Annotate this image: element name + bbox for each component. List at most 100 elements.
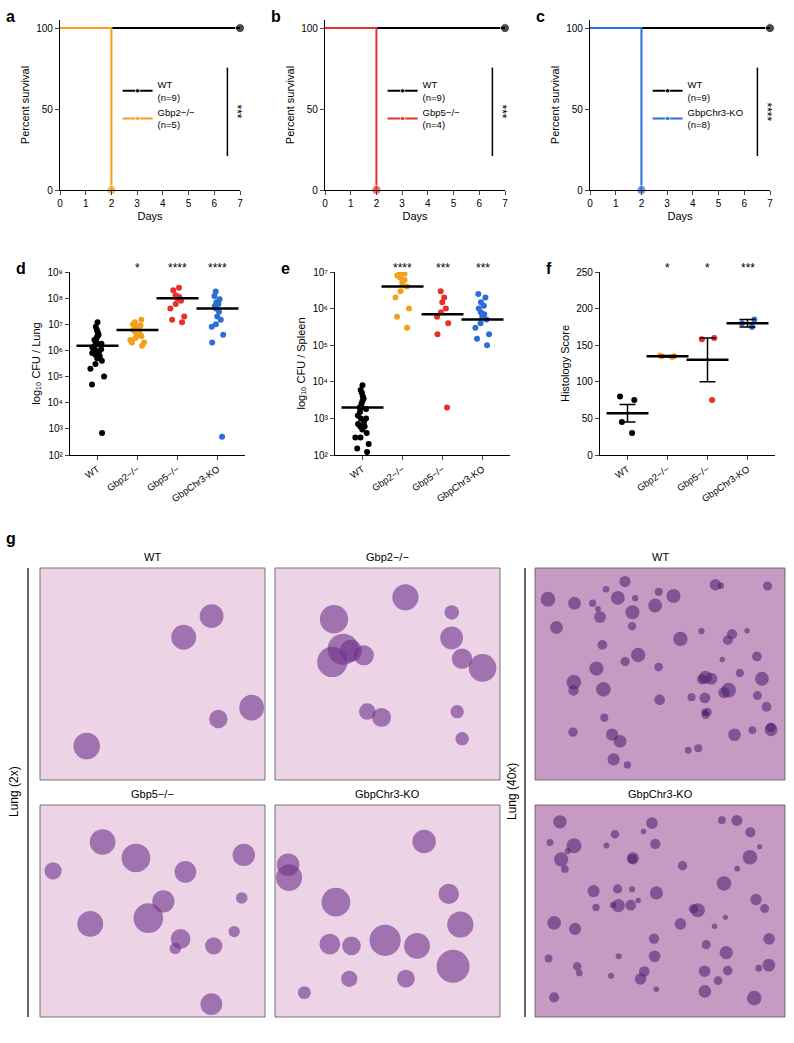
svg-text:5: 5 bbox=[716, 198, 722, 209]
svg-text:5: 5 bbox=[451, 198, 457, 209]
svg-text:200: 200 bbox=[576, 303, 593, 314]
svg-text:WT: WT bbox=[83, 463, 102, 481]
svg-text:GbpChr3-KO: GbpChr3-KO bbox=[700, 463, 752, 504]
svg-text:WT: WT bbox=[613, 463, 632, 481]
svg-text:****: **** bbox=[393, 261, 412, 275]
svg-text:GbpChr3-KO: GbpChr3-KO bbox=[170, 463, 222, 504]
svg-text:3: 3 bbox=[399, 198, 405, 209]
svg-text:f: f bbox=[546, 260, 552, 277]
svg-text:Gbp2−/−: Gbp2−/− bbox=[370, 463, 407, 493]
svg-text:Gbp5−/−: Gbp5−/− bbox=[145, 463, 182, 493]
svg-text:***: *** bbox=[476, 261, 490, 275]
svg-text:0: 0 bbox=[577, 185, 583, 196]
svg-text:log₁₀ CFU / Spleen: log₁₀ CFU / Spleen bbox=[295, 317, 307, 409]
svg-text:GbpChr3-KO: GbpChr3-KO bbox=[435, 463, 487, 504]
svg-text:2: 2 bbox=[374, 198, 380, 209]
svg-text:4: 4 bbox=[425, 198, 431, 209]
svg-text:****: **** bbox=[760, 103, 774, 122]
svg-text:WT(n=9): WT(n=9) bbox=[688, 79, 710, 102]
svg-text:WT: WT bbox=[348, 463, 367, 481]
svg-text:1: 1 bbox=[348, 198, 354, 209]
svg-text:10⁹: 10⁹ bbox=[47, 267, 62, 278]
svg-text:0: 0 bbox=[587, 198, 593, 209]
svg-text:10⁸: 10⁸ bbox=[48, 293, 63, 304]
svg-text:***: *** bbox=[230, 105, 244, 119]
svg-text:10³: 10³ bbox=[48, 423, 63, 434]
svg-text:0: 0 bbox=[47, 185, 53, 196]
svg-text:10⁷: 10⁷ bbox=[48, 319, 63, 330]
svg-text:WT(n=9): WT(n=9) bbox=[158, 79, 180, 102]
svg-text:WT: WT bbox=[652, 551, 669, 563]
svg-text:Gbp2−/−: Gbp2−/− bbox=[366, 551, 409, 563]
svg-text:***: *** bbox=[436, 261, 450, 275]
svg-text:10⁷: 10⁷ bbox=[313, 267, 328, 278]
svg-text:g: g bbox=[6, 530, 16, 547]
svg-text:Gbp2−/−: Gbp2−/− bbox=[105, 463, 142, 493]
svg-text:10⁶: 10⁶ bbox=[313, 303, 328, 314]
svg-text:****: **** bbox=[168, 261, 187, 275]
svg-text:10⁵: 10⁵ bbox=[313, 340, 328, 351]
svg-text:50: 50 bbox=[42, 104, 54, 115]
svg-text:GbpChr3-KO: GbpChr3-KO bbox=[628, 788, 693, 800]
svg-text:Lung (40x): Lung (40x) bbox=[505, 763, 519, 820]
svg-text:100: 100 bbox=[36, 23, 53, 34]
svg-text:c: c bbox=[536, 8, 545, 25]
svg-text:Percent survival: Percent survival bbox=[549, 66, 561, 144]
svg-text:*: * bbox=[665, 261, 670, 275]
svg-text:Gbp5−/−: Gbp5−/− bbox=[410, 463, 447, 493]
svg-text:Days: Days bbox=[402, 210, 428, 222]
svg-text:7: 7 bbox=[502, 198, 508, 209]
svg-text:100: 100 bbox=[566, 23, 583, 34]
svg-text:WT: WT bbox=[144, 551, 161, 563]
svg-text:Histology Score: Histology Score bbox=[559, 325, 571, 402]
svg-text:10⁵: 10⁵ bbox=[48, 371, 63, 382]
svg-text:0: 0 bbox=[322, 198, 328, 209]
svg-text:0: 0 bbox=[312, 185, 318, 196]
svg-text:WT(n=9): WT(n=9) bbox=[423, 79, 445, 102]
svg-text:150: 150 bbox=[576, 340, 593, 351]
svg-text:10⁴: 10⁴ bbox=[47, 397, 62, 408]
svg-text:250: 250 bbox=[576, 267, 593, 278]
svg-text:7: 7 bbox=[767, 198, 773, 209]
svg-text:b: b bbox=[271, 8, 281, 25]
svg-text:4: 4 bbox=[160, 198, 166, 209]
svg-text:10³: 10³ bbox=[313, 413, 328, 424]
svg-text:GbpChr3-KO(n=8): GbpChr3-KO(n=8) bbox=[688, 107, 743, 130]
svg-text:Gbp2−/−(n=5): Gbp2−/−(n=5) bbox=[158, 107, 195, 130]
svg-text:Days: Days bbox=[667, 210, 693, 222]
svg-text:10⁶: 10⁶ bbox=[48, 345, 63, 356]
svg-text:d: d bbox=[16, 260, 26, 277]
svg-text:***: *** bbox=[495, 105, 509, 119]
svg-text:5: 5 bbox=[186, 198, 192, 209]
svg-text:*: * bbox=[135, 261, 140, 275]
svg-text:3: 3 bbox=[664, 198, 670, 209]
svg-text:***: *** bbox=[741, 261, 755, 275]
svg-text:2: 2 bbox=[109, 198, 115, 209]
svg-text:Percent survival: Percent survival bbox=[284, 66, 296, 144]
svg-text:10²: 10² bbox=[48, 450, 63, 461]
svg-text:Gbp2−/−: Gbp2−/− bbox=[635, 463, 672, 493]
svg-text:Gbp5−/−: Gbp5−/− bbox=[131, 788, 174, 800]
svg-text:6: 6 bbox=[742, 198, 748, 209]
svg-text:Gbp5−/−(n=4): Gbp5−/−(n=4) bbox=[423, 107, 460, 130]
svg-text:0: 0 bbox=[57, 198, 63, 209]
svg-text:a: a bbox=[6, 8, 15, 25]
svg-text:100: 100 bbox=[576, 376, 593, 387]
svg-text:50: 50 bbox=[582, 413, 594, 424]
svg-text:6: 6 bbox=[477, 198, 483, 209]
svg-text:log₁₀ CFU / Lung: log₁₀ CFU / Lung bbox=[30, 322, 42, 404]
svg-text:10²: 10² bbox=[313, 450, 328, 461]
svg-text:*: * bbox=[705, 261, 710, 275]
svg-text:50: 50 bbox=[572, 104, 584, 115]
svg-text:6: 6 bbox=[212, 198, 218, 209]
svg-text:e: e bbox=[281, 260, 290, 277]
svg-text:1: 1 bbox=[613, 198, 619, 209]
svg-text:GbpChr3-KO: GbpChr3-KO bbox=[355, 788, 420, 800]
svg-text:3: 3 bbox=[134, 198, 140, 209]
svg-text:Days: Days bbox=[137, 210, 163, 222]
svg-text:1: 1 bbox=[83, 198, 89, 209]
svg-text:Lung (2x): Lung (2x) bbox=[7, 766, 21, 817]
svg-text:7: 7 bbox=[237, 198, 243, 209]
svg-text:0: 0 bbox=[587, 450, 593, 461]
svg-text:2: 2 bbox=[639, 198, 645, 209]
